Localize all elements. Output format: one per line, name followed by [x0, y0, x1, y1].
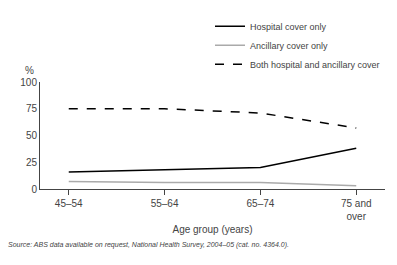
svg-text:50: 50	[26, 130, 38, 141]
svg-text:65–74: 65–74	[247, 198, 275, 209]
svg-text:75 andover: 75 andover	[341, 198, 372, 222]
svg-text:Hospital cover only: Hospital cover only	[250, 22, 327, 32]
svg-text:Source: ABS data available on: Source: ABS data available on request, N…	[8, 241, 289, 249]
svg-text:55–64: 55–64	[151, 198, 179, 209]
svg-text:%: %	[25, 65, 34, 76]
svg-text:Ancillary cover only: Ancillary cover only	[250, 41, 328, 51]
svg-text:0: 0	[31, 184, 37, 195]
svg-text:Age group (years): Age group (years)	[172, 224, 252, 235]
svg-text:25: 25	[26, 157, 38, 168]
svg-text:Both hospital and ancillary co: Both hospital and ancillary cover	[250, 60, 380, 70]
svg-text:75: 75	[26, 103, 38, 114]
svg-text:100: 100	[20, 77, 37, 88]
svg-text:45–54: 45–54	[55, 198, 83, 209]
